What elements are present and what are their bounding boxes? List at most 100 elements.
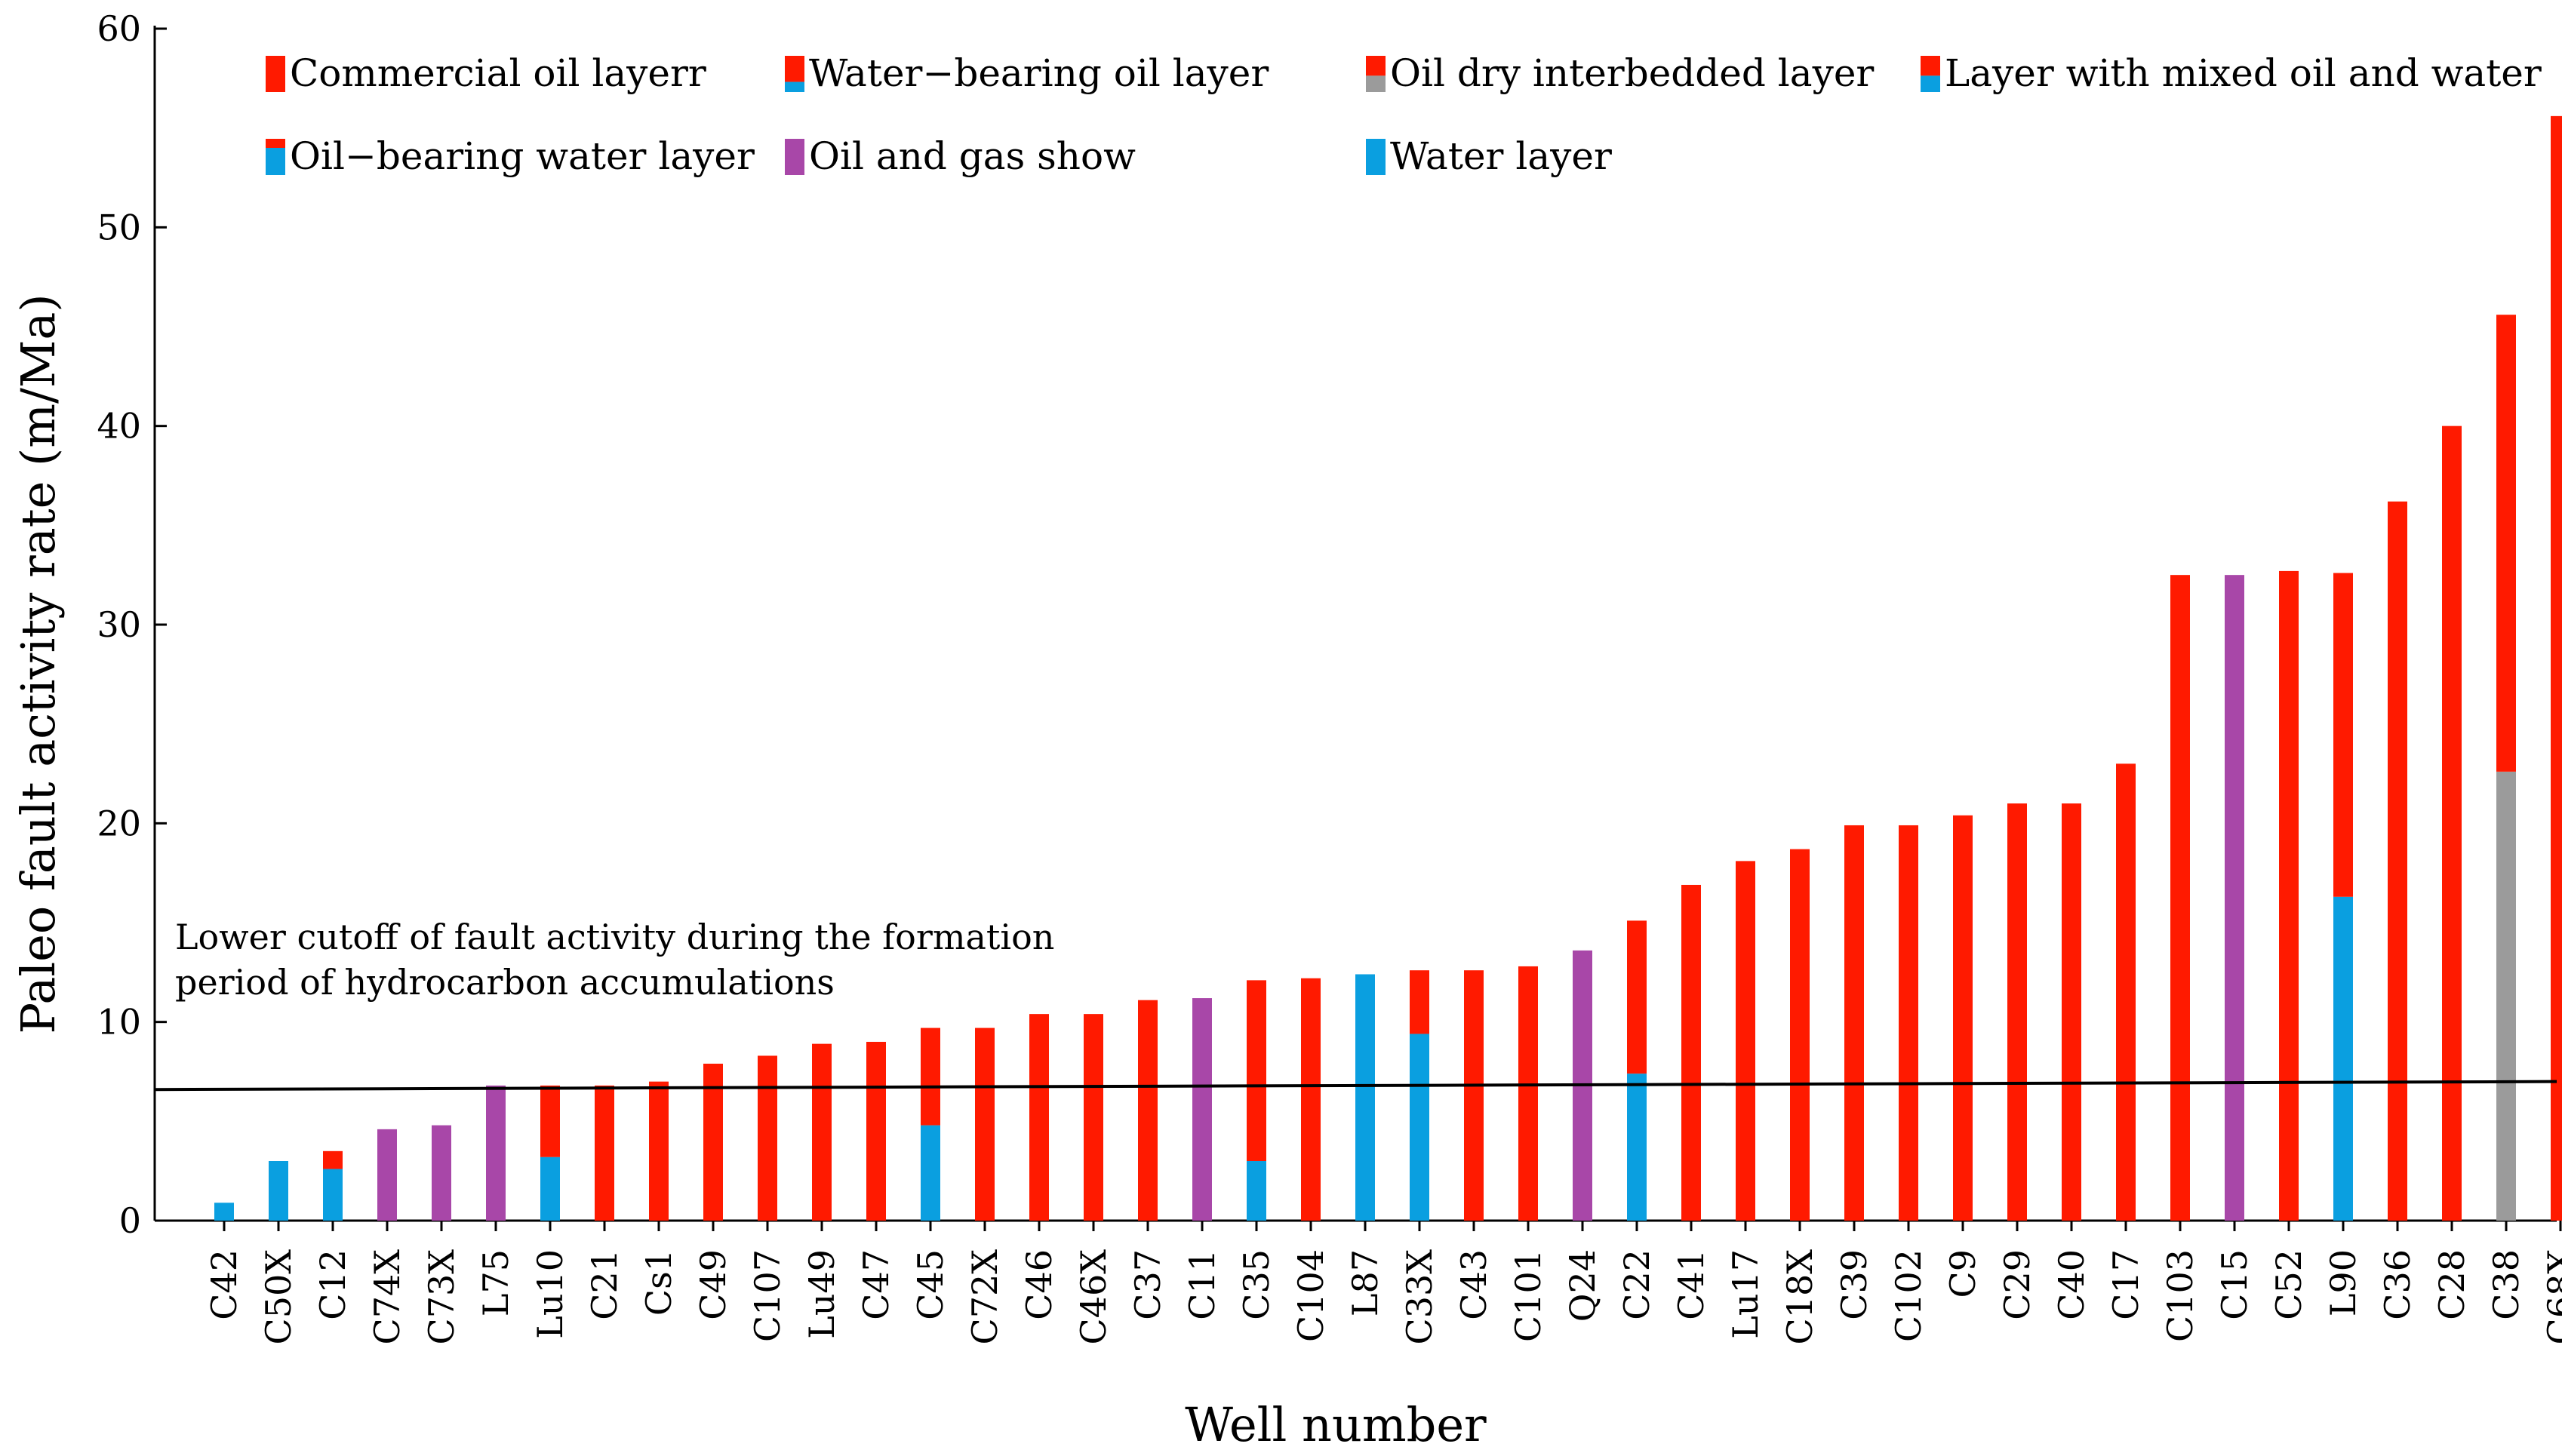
bar-segment-c40 — [2062, 803, 2081, 1221]
bar-segment-c39 — [1844, 825, 1864, 1221]
x-tick-label: C41 — [1671, 1249, 1712, 1320]
plot-area: 0 10 20 30 40 50 60 C42 C50X C12 C74X C73X L75 Lu10 C2… — [97, 8, 2562, 1344]
legend-swatch — [1366, 139, 1386, 175]
x-tick-label: C45 — [910, 1249, 951, 1320]
x-tick-label: C40 — [2051, 1249, 2092, 1320]
y-tick-label: 40 — [97, 406, 141, 447]
y-tick-label: 20 — [97, 803, 141, 843]
x-tick-label: C46X — [1073, 1249, 1114, 1345]
bar-segment-c36 — [2388, 501, 2407, 1221]
x-tick-label: L90 — [2323, 1249, 2364, 1316]
x-tick-label: C49 — [693, 1249, 734, 1320]
legend-swatch — [266, 56, 285, 92]
bar-segment-c46x — [1084, 1014, 1103, 1221]
bar-segment-c42 — [214, 1203, 234, 1221]
bar-segment-lu17 — [1736, 861, 1755, 1221]
legend-swatch — [785, 139, 804, 175]
legend-item: Oil dry interbedded layer — [1366, 51, 1874, 95]
x-tick-label: C12 — [312, 1249, 353, 1320]
bar-segment-c68x — [2551, 115, 2562, 1221]
bar-segment-c33x — [1410, 1034, 1429, 1221]
legend-item: Water layer — [1366, 134, 1612, 178]
x-tick-label: C29 — [1997, 1249, 2038, 1320]
x-tick-label: C36 — [2377, 1249, 2418, 1320]
x-tick-label: Lu17 — [1725, 1249, 1766, 1339]
legend-item: Commercial oil layerr — [266, 51, 706, 95]
legend-label: Water−bearing oil layer — [809, 51, 1269, 95]
x-tick-label: C47 — [856, 1249, 897, 1320]
bar-segment-c50x — [269, 1161, 288, 1221]
x-tick-label: C52 — [2268, 1249, 2309, 1320]
bar-segment-c11 — [1192, 998, 1212, 1221]
legend-swatch — [266, 139, 285, 148]
bar-segment-c52 — [2279, 570, 2299, 1221]
legend-swatch — [1921, 56, 1940, 76]
bar-segment-lu49 — [812, 1043, 832, 1221]
legend-label: Layer with mixed oil and water — [1945, 51, 2542, 95]
y-tick-label: 10 — [97, 1002, 141, 1043]
x-tick-label: C37 — [1127, 1249, 1168, 1320]
x-tick-label: Lu10 — [530, 1249, 571, 1339]
x-tick-label: C46 — [1019, 1249, 1060, 1320]
bar-segment-c18x — [1790, 849, 1810, 1221]
legend-label: Oil dry interbedded layer — [1390, 51, 1874, 95]
x-tick-label: L87 — [1345, 1249, 1386, 1316]
x-tick-label: C72X — [964, 1249, 1005, 1345]
x-tick-label: C42 — [204, 1249, 245, 1320]
y-tick-label: 30 — [97, 604, 141, 645]
cutoff-label-line-1: Lower cutoff of fault activity during th… — [175, 917, 1054, 957]
bar-segment-c47 — [866, 1042, 886, 1221]
x-tick-label: L75 — [475, 1249, 516, 1316]
x-tick-label: C68X — [2540, 1249, 2562, 1345]
bar-segment-c101 — [1518, 966, 1538, 1221]
bar-segment-l90 — [2333, 896, 2353, 1221]
cutoff-label-line-2: period of hydrocarbon accumulations — [175, 962, 835, 1003]
legend-label: Water layer — [1390, 134, 1612, 178]
x-tick-label: C11 — [1182, 1249, 1223, 1320]
legend-item: Layer with mixed oil and water — [1921, 51, 2542, 95]
bar-segment-c15 — [2225, 575, 2244, 1221]
bar-segment-c12 — [323, 1150, 343, 1169]
legend-label: Oil−bearing water layer — [290, 134, 755, 178]
bar-segment-c21 — [595, 1085, 614, 1221]
legend-swatch — [785, 81, 804, 92]
x-tick-label: C33X — [1399, 1249, 1440, 1345]
bar-segment-l87 — [1355, 974, 1375, 1221]
bar-segment-c74x — [377, 1129, 397, 1221]
x-tick-label: Cs1 — [638, 1249, 679, 1316]
x-tick-label: C9 — [1942, 1249, 1983, 1298]
legend-item: Oil and gas show — [785, 134, 1136, 178]
x-tick-label: C21 — [584, 1249, 625, 1320]
bar-segment-c107 — [758, 1055, 777, 1221]
x-tick-label: C74X — [367, 1249, 408, 1345]
bar-segment-lu10 — [540, 1085, 560, 1157]
bar-segment-c45 — [921, 1125, 940, 1221]
legend: Commercial oil layerr Water−bearing oil l… — [266, 51, 2542, 178]
bar-segment-c102 — [1899, 825, 1918, 1221]
x-tick-label: C22 — [1616, 1249, 1657, 1320]
x-tick-label: C38 — [2486, 1249, 2527, 1320]
x-tick-label: C18X — [1779, 1249, 1820, 1345]
x-tick-label: C17 — [2105, 1249, 2146, 1320]
bar-segment-c12 — [323, 1169, 343, 1221]
x-tick-label: C102 — [1888, 1249, 1929, 1342]
bar-segment-c49 — [703, 1063, 723, 1221]
bar-segment-c72x — [975, 1027, 995, 1221]
bar-segment-c104 — [1301, 978, 1321, 1221]
bar-segment-c38 — [2496, 315, 2516, 772]
y-axis-title: Paleo fault activity rate (m/Ma) — [11, 293, 66, 1034]
x-tick-label: C101 — [1508, 1249, 1549, 1342]
bar-segment-cs1 — [649, 1081, 669, 1221]
legend-swatch — [785, 56, 804, 82]
cutoff-line — [154, 1080, 2557, 1092]
legend-swatch — [1921, 75, 1940, 92]
bar-segment-c45 — [921, 1027, 940, 1126]
bar-segment-l75 — [486, 1085, 506, 1221]
bar-segment-c33x — [1410, 970, 1429, 1034]
x-tick-label: C43 — [1453, 1249, 1494, 1320]
bar-segment-c22 — [1627, 1074, 1647, 1221]
x-tick-label: C50X — [258, 1249, 299, 1345]
legend-swatch — [1366, 75, 1386, 92]
bar-segment-lu10 — [540, 1157, 560, 1221]
